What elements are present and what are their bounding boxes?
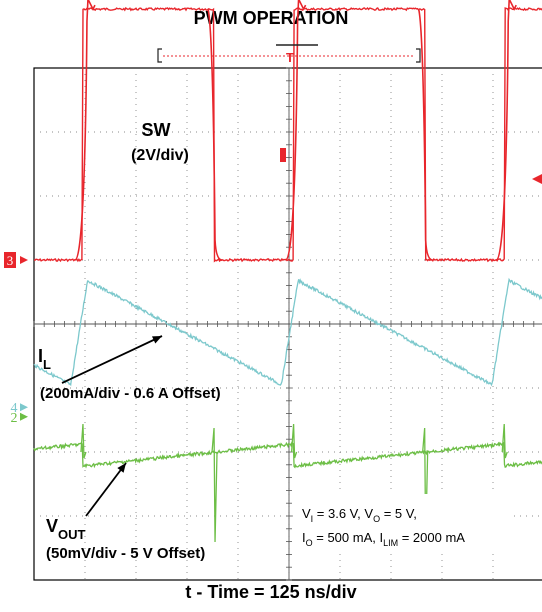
vout-label-subscript: OUT: [58, 527, 86, 542]
sw-falling-edge: [417, 8, 433, 261]
il-annotation-arrow: [61, 335, 163, 384]
conditions-text-part: = 500 mA, I: [313, 530, 383, 545]
sw-label: SW: [142, 120, 171, 140]
trigger-window-bracket-right: [416, 48, 421, 63]
vout-spike: [211, 427, 218, 543]
conditions-text-part: O: [373, 514, 380, 524]
sw-trace: [33, 6, 542, 263]
vout-label-main: V: [46, 516, 58, 536]
vout-spike: [501, 423, 508, 459]
conditions-text-part: I: [302, 530, 306, 545]
il-label: IL: [38, 346, 51, 372]
channel-marker: 4: [11, 401, 18, 416]
sw-rising-edge: [74, 0, 96, 261]
trigger-level-arrow-icon: [532, 174, 542, 184]
conditions-text-part: LIM: [383, 538, 398, 548]
vout-spike: [290, 423, 298, 459]
sw-rising-edge: [495, 0, 517, 261]
channel-arrow-icon: [20, 412, 28, 421]
channel-arrow-icon: [20, 256, 28, 264]
channel-marker: 3: [7, 253, 14, 268]
trigger-window-bracket-left: [157, 48, 162, 63]
vout-scale-label: (50mV/div - 5 V Offset): [46, 545, 205, 562]
il-trace: [33, 277, 542, 387]
vout-annotation-arrow: [85, 462, 127, 517]
il-scale-label: (200mA/div - 0.6 A Offset): [40, 385, 221, 402]
conditions-text-part: I: [311, 514, 314, 524]
conditions-box: [296, 494, 514, 550]
conditions-text-part: = 3.6 V, V: [313, 506, 373, 521]
vout-label: VOUT: [46, 516, 86, 542]
il-label-subscript: L: [43, 357, 51, 372]
vout-trace: [33, 441, 542, 469]
vout-spike: [80, 423, 87, 459]
channel-arrow-icon: [20, 403, 28, 412]
trigger-level-marker: [280, 148, 286, 162]
conditions-text-part: = 5 V,: [380, 506, 417, 521]
conditions-text-part: O: [306, 538, 313, 548]
x-axis-label: t - Time = 125 ns/div: [185, 582, 357, 602]
sw-falling-edge: [207, 8, 223, 261]
conditions-text-part: V: [302, 506, 311, 521]
channel-marker-box: [4, 252, 16, 268]
chart-title: PWM OPERATION: [193, 8, 349, 28]
conditions-line: VI = 3.6 V, VO = 5 V,: [302, 506, 417, 524]
conditions-text-part: = 2000 mA: [398, 530, 465, 545]
il-label-main: I: [38, 346, 43, 366]
conditions-line: IO = 500 mA, ILIM = 2000 mA: [302, 530, 465, 548]
channel-marker: 2: [11, 411, 18, 426]
il-annotation-arrow-head: [152, 336, 162, 344]
sw-rising-edge: [284, 0, 307, 261]
vout-annotation-arrow-head: [117, 463, 126, 473]
sw-scale-label: (2V/div): [131, 147, 189, 164]
trigger-marker: T: [286, 50, 294, 65]
